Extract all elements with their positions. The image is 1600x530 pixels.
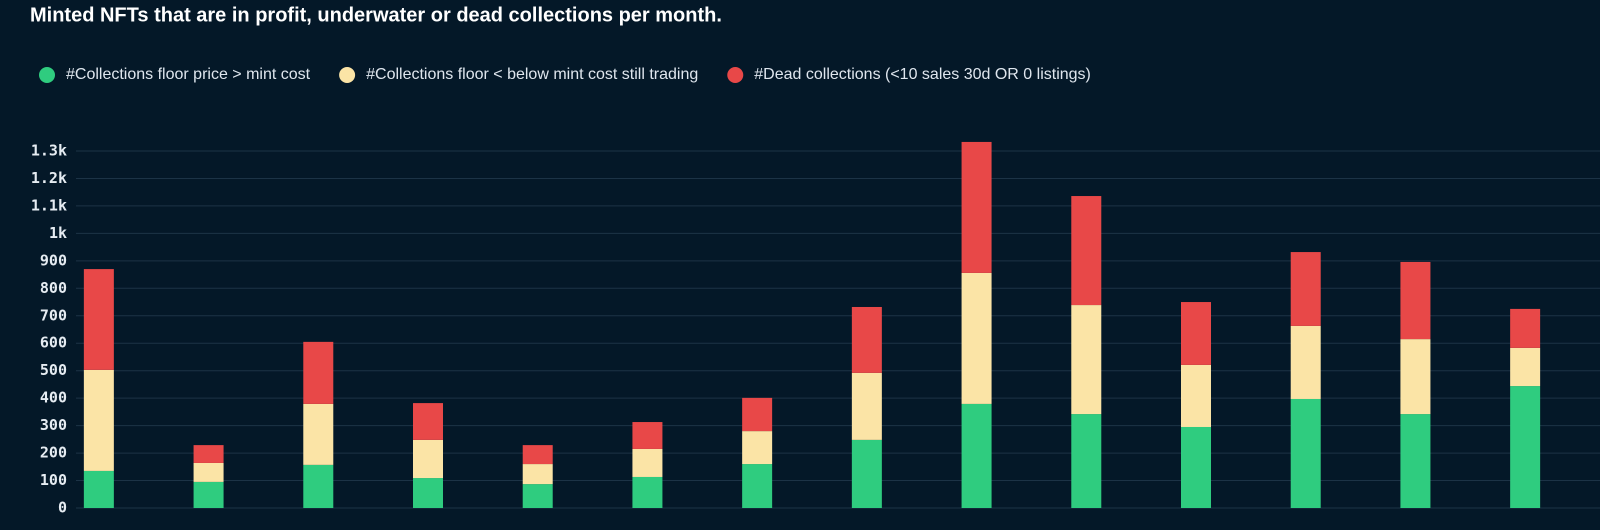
bar-segment <box>1510 347 1541 387</box>
bar-segment <box>1400 414 1431 508</box>
bar-segment <box>632 422 663 449</box>
bar-segment <box>413 478 443 508</box>
bar-segment <box>961 403 992 508</box>
y-tick-label: 900 <box>40 251 67 269</box>
legend-marker <box>39 67 55 83</box>
bar-segment <box>83 269 114 370</box>
bar-segment <box>1510 308 1541 348</box>
bar-segment <box>303 464 334 508</box>
bar-segment <box>1290 325 1321 399</box>
grid: 0 100 200 300 400 500 600 700 800 900 1k 1.1k 1.2k 1.… <box>31 142 1600 517</box>
bar-segment <box>522 464 553 485</box>
y-tick-label: 200 <box>40 444 67 462</box>
bar-segment <box>742 397 773 432</box>
legend: #Collections floor price > mint cost #Col… <box>39 66 1091 83</box>
y-tick-label: 100 <box>40 471 67 489</box>
bar-segment <box>1181 302 1211 365</box>
bar-segment <box>742 431 773 465</box>
bar-segment <box>83 470 114 508</box>
bar-segment <box>1400 261 1431 340</box>
bar-segment <box>1290 398 1321 508</box>
bar-segment <box>1290 252 1321 326</box>
bar-segment <box>742 464 773 508</box>
bar-segment <box>851 306 882 373</box>
y-tick-label: 400 <box>40 389 67 407</box>
bar-segment <box>1510 386 1541 508</box>
y-tick-label: 1.2k <box>31 169 67 187</box>
y-tick-label: 1k <box>49 224 67 242</box>
legend-marker <box>339 67 356 83</box>
bar-segment <box>522 445 553 465</box>
bar-segment <box>632 476 663 508</box>
bar-segment <box>303 403 334 465</box>
bar-segment <box>851 372 882 440</box>
bar-segment <box>1071 305 1102 415</box>
bars <box>83 141 1541 508</box>
y-tick-label: 700 <box>40 306 67 324</box>
y-tick-label: 500 <box>40 361 67 379</box>
legend-label: #Collections floor < below mint cost sti… <box>366 66 698 83</box>
bar-segment <box>961 141 992 273</box>
y-tick-label: 1.3k <box>31 142 67 160</box>
bar-segment <box>413 403 443 440</box>
bar-segment <box>632 448 663 477</box>
bar-segment <box>1071 196 1102 306</box>
legend-marker <box>727 67 744 83</box>
bar-segment <box>193 445 224 463</box>
legend-label: #Dead collections (<10 sales 30d OR 0 li… <box>754 66 1091 83</box>
chart-title: Minted NFTs that are in profit, underwat… <box>30 4 722 26</box>
bar-segment <box>83 369 114 471</box>
bar-segment <box>193 462 224 482</box>
bar-segment <box>413 439 443 479</box>
bar-segment <box>193 481 224 508</box>
bar-segment <box>522 484 553 508</box>
bar-segment <box>851 439 882 508</box>
bar-segment <box>1181 426 1211 508</box>
y-tick-label: 0 <box>58 499 67 517</box>
bar-segment <box>1400 339 1431 415</box>
y-tick-label: 300 <box>40 416 67 434</box>
legend-label: #Collections floor price > mint cost <box>66 66 311 83</box>
bar-segment <box>1071 414 1102 508</box>
bar-segment <box>303 341 334 404</box>
y-tick-label: 600 <box>40 334 67 352</box>
bar-segment <box>961 272 992 404</box>
bar-segment <box>1181 364 1211 427</box>
y-tick-label: 800 <box>40 279 67 297</box>
y-tick-label: 1.1k <box>31 196 67 214</box>
